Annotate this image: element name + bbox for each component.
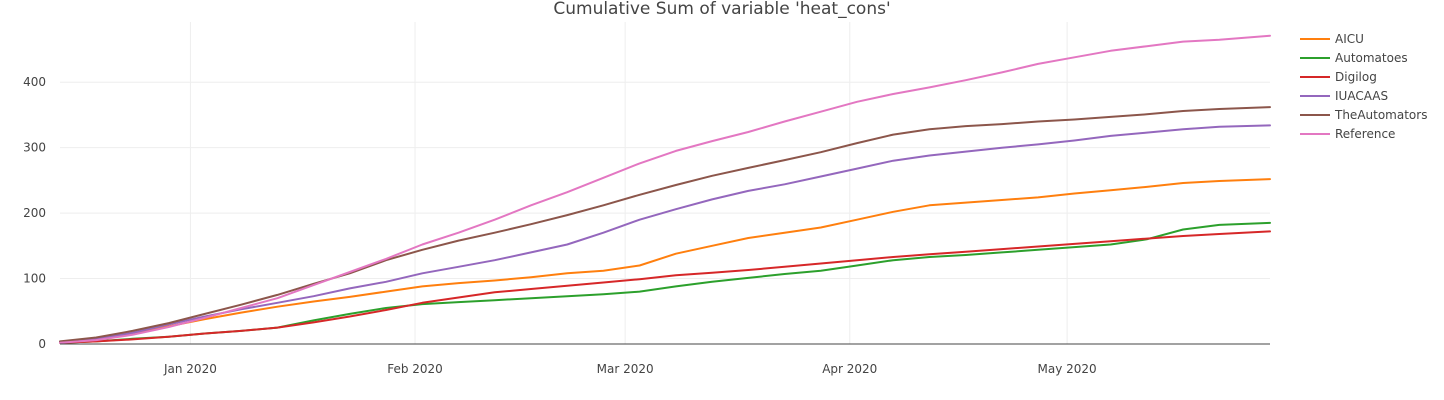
legend-label: Digilog bbox=[1335, 70, 1377, 84]
x-tick-label: May 2020 bbox=[1038, 362, 1097, 376]
chart-title: Cumulative Sum of variable 'heat_cons' bbox=[553, 0, 890, 19]
legend-item-iuacaas: IUACAAS bbox=[1300, 89, 1388, 103]
grid bbox=[60, 22, 1270, 344]
legend-label: AICU bbox=[1335, 32, 1364, 46]
x-tick-label: Apr 2020 bbox=[822, 362, 877, 376]
series-line-reference bbox=[59, 34, 1271, 344]
legend-label: IUACAAS bbox=[1335, 89, 1388, 103]
y-tick-label: 100 bbox=[23, 272, 46, 286]
series-line-aicu bbox=[59, 178, 1271, 343]
legend-item-aicu: AICU bbox=[1300, 32, 1364, 46]
axes: Jan 2020 Feb 2020 Mar 2020 Apr 2020 May 2020… bbox=[23, 75, 1270, 376]
legend-label: Reference bbox=[1335, 127, 1395, 141]
series-line-iuacaas bbox=[59, 124, 1271, 343]
legend-label: Automatoes bbox=[1335, 51, 1408, 65]
series-line-digilog bbox=[59, 230, 1271, 344]
legend-label: TheAutomators bbox=[1334, 108, 1427, 122]
y-tick-label: 400 bbox=[23, 75, 46, 89]
legend: AICU Automatoes Digilog IUACAAS TheAutomator… bbox=[1300, 32, 1427, 141]
legend-item-automatoes: Automatoes bbox=[1300, 51, 1408, 65]
plot-area bbox=[59, 34, 1271, 344]
x-tick-label: Jan 2020 bbox=[163, 362, 217, 376]
legend-item-theautomators: TheAutomators bbox=[1300, 108, 1427, 122]
y-tick-label: 300 bbox=[23, 141, 46, 155]
x-tick-label: Feb 2020 bbox=[387, 362, 443, 376]
y-tick-label: 200 bbox=[23, 206, 46, 220]
series-line-theautomators bbox=[59, 106, 1271, 343]
legend-item-digilog: Digilog bbox=[1300, 70, 1377, 84]
y-tick-label: 0 bbox=[38, 337, 46, 351]
legend-item-reference: Reference bbox=[1300, 127, 1395, 141]
x-tick-label: Mar 2020 bbox=[597, 362, 654, 376]
series-line-automatoes bbox=[59, 221, 1271, 344]
